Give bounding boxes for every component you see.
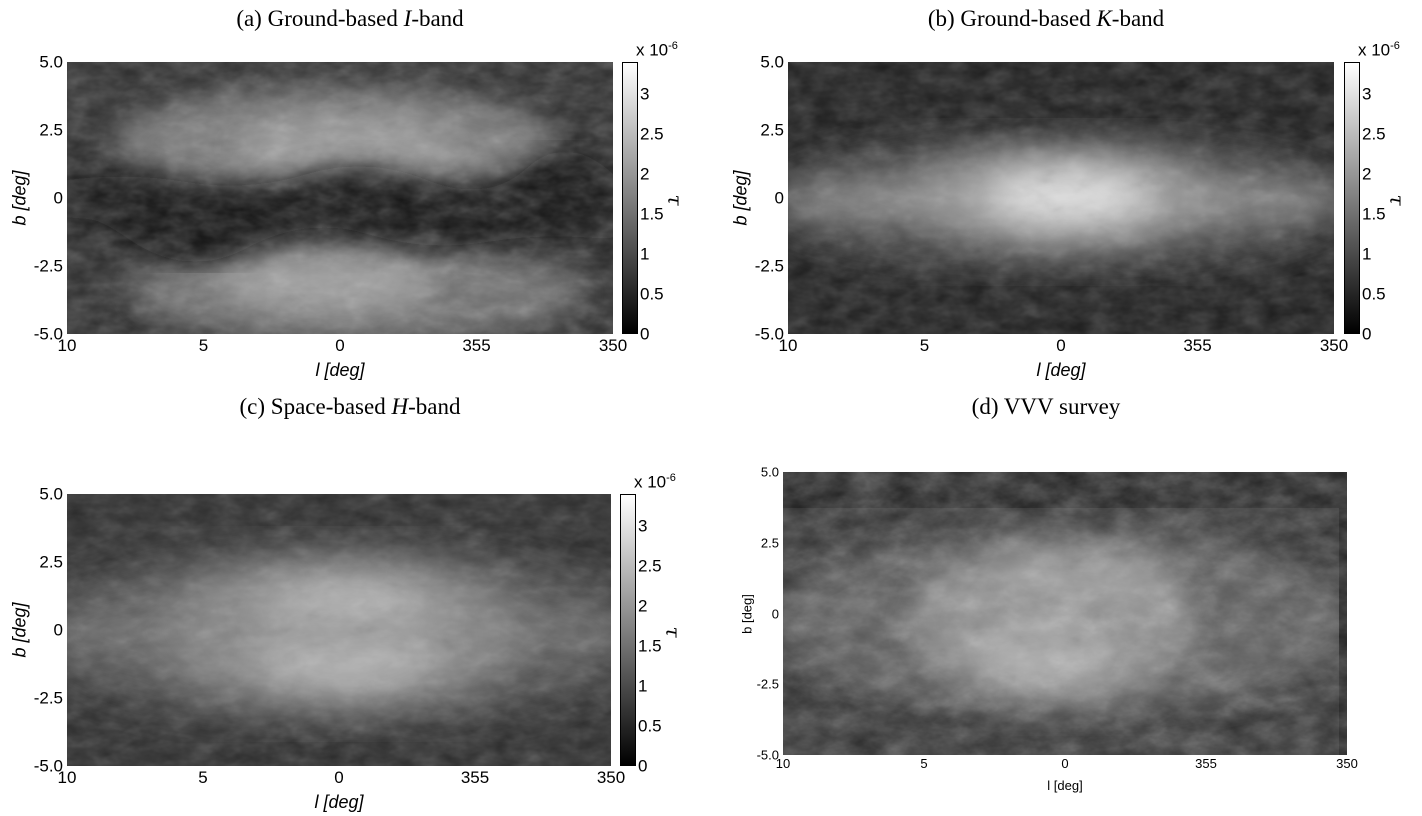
colorbar-tick-label: 0.5 bbox=[640, 284, 664, 304]
x-tick-label: 0 bbox=[1061, 756, 1069, 771]
y-tick-label: 2.5 bbox=[39, 552, 63, 572]
x-axis-label: l [deg] bbox=[1036, 360, 1086, 380]
colorbar-tick-label: 1 bbox=[638, 676, 648, 696]
y-axis-label: b [deg] bbox=[730, 170, 751, 226]
y-tick-label: 2.5 bbox=[760, 120, 784, 140]
x-tick-label: 10 bbox=[778, 336, 798, 355]
x-tick-label: 0 bbox=[335, 336, 345, 355]
y-tick-label: 0 bbox=[771, 606, 779, 621]
colorbar-tick-label: 3 bbox=[638, 516, 648, 536]
x-tick-label: 10 bbox=[775, 756, 791, 771]
y-tick-label: 5.0 bbox=[39, 484, 63, 504]
colorbar-tick-label: 0 bbox=[638, 756, 648, 776]
x-tick-label: 0 bbox=[334, 768, 344, 787]
x-tick-label: 5 bbox=[198, 768, 208, 787]
colorbar-multiplier: x 10-6 bbox=[634, 472, 676, 492]
y-tick-label: -2.5 bbox=[756, 676, 779, 692]
x-tick-label: 350 bbox=[1319, 336, 1349, 355]
y-tick-label: -2.5 bbox=[754, 256, 784, 276]
heatmap-plot bbox=[67, 494, 611, 766]
panel-a: (a) Ground-based I-band 10 5 0 355 350 5.0 2.5… bbox=[0, 0, 711, 400]
x-axis-label: l [deg] bbox=[1047, 778, 1083, 793]
colorbar-label: τ bbox=[1385, 194, 1410, 206]
y-axis-label: b [deg] bbox=[9, 602, 30, 658]
y-tick-label: -5.0 bbox=[33, 324, 63, 344]
colorbar-tick-label: 2 bbox=[638, 596, 648, 616]
colorbar-tick-label: 2.5 bbox=[1362, 124, 1386, 144]
panel-c: (c) Space-based H-band 10 5 0 355 350 5.0 2.5 0… bbox=[0, 394, 711, 816]
colorbar-tick-label: 0 bbox=[640, 324, 650, 344]
heatmap-plot bbox=[67, 62, 613, 334]
colorbar-tick-label: 1.5 bbox=[638, 636, 662, 656]
heatmap-plot bbox=[788, 62, 1334, 334]
chart-title: (a) Ground-based I-band bbox=[236, 6, 464, 31]
x-tick-label: 0 bbox=[1056, 336, 1066, 355]
y-axis-label: b [deg] bbox=[9, 170, 30, 226]
chart-title: (c) Space-based H-band bbox=[239, 394, 461, 419]
y-tick-label: -5.0 bbox=[756, 747, 779, 763]
x-axis-label: l [deg] bbox=[315, 360, 365, 380]
x-tick-label: 5 bbox=[919, 336, 930, 355]
x-tick-label: 5 bbox=[920, 756, 928, 771]
panel-b: (b) Ground-based K-band 10 5 0 355 350 5.0 2.5… bbox=[711, 0, 1422, 400]
colorbar-multiplier: x 10-6 bbox=[636, 40, 678, 60]
x-tick-label: 355 bbox=[1183, 336, 1212, 355]
y-tick-label: -2.5 bbox=[33, 688, 63, 708]
colorbar-tick-label: 3 bbox=[640, 84, 650, 104]
y-tick-label: -5.0 bbox=[754, 324, 784, 344]
y-tick-label: -5.0 bbox=[33, 756, 63, 776]
y-tick-label: 5.0 bbox=[760, 464, 779, 480]
chart-title: (b) Ground-based K-band bbox=[927, 6, 1165, 31]
colorbar bbox=[620, 494, 636, 766]
colorbar-tick-label: 2.5 bbox=[638, 556, 662, 576]
x-tick-label: 355 bbox=[1195, 756, 1217, 771]
x-tick-label: 5 bbox=[198, 336, 209, 355]
y-tick-label: 2.5 bbox=[39, 120, 63, 140]
colorbar-tick-label: 1 bbox=[640, 244, 650, 264]
x-tick-label: 355 bbox=[462, 336, 491, 355]
x-tick-label: 350 bbox=[598, 336, 628, 355]
y-tick-label: -2.5 bbox=[33, 256, 63, 276]
colorbar bbox=[1344, 62, 1360, 334]
colorbar-multiplier: x 10-6 bbox=[1358, 40, 1400, 60]
colorbar-tick-label: 0 bbox=[1362, 324, 1372, 344]
y-tick-label: 5.0 bbox=[39, 52, 63, 72]
y-axis-label: b [deg] bbox=[739, 593, 755, 634]
y-tick-label: 0 bbox=[53, 620, 63, 640]
colorbar-tick-label: 1.5 bbox=[1362, 204, 1386, 224]
x-axis-label: l [deg] bbox=[314, 792, 364, 812]
x-tick-label: 10 bbox=[57, 768, 77, 787]
y-tick-label: 0 bbox=[774, 188, 784, 208]
y-tick-label: 0 bbox=[53, 188, 63, 208]
x-tick-label: 350 bbox=[596, 768, 626, 787]
colorbar-tick-label: 2 bbox=[1362, 164, 1372, 184]
x-tick-label: 355 bbox=[460, 768, 490, 787]
colorbar-tick-label: 1.5 bbox=[640, 204, 664, 224]
colorbar-tick-label: 0.5 bbox=[1362, 284, 1386, 304]
y-tick-label: 5.0 bbox=[760, 52, 784, 72]
colorbar-tick-label: 0.5 bbox=[638, 716, 662, 736]
heatmap-plot bbox=[783, 472, 1347, 755]
panel-d: (d) VVV survey 10 5 0 355 350 5.0 2.5 0 -2.5 -5.0… bbox=[711, 394, 1422, 816]
y-tick-label: 2.5 bbox=[760, 535, 779, 551]
colorbar-tick-label: 3 bbox=[1362, 84, 1372, 104]
colorbar-tick-label: 1 bbox=[1362, 244, 1372, 264]
colorbar-tick-label: 2.5 bbox=[640, 124, 664, 144]
colorbar bbox=[622, 62, 638, 334]
colorbar-tick-label: 2 bbox=[640, 164, 650, 184]
x-tick-label: 350 bbox=[1336, 756, 1358, 771]
x-tick-label: 10 bbox=[57, 336, 77, 355]
colorbar-label: τ bbox=[661, 626, 686, 638]
colorbar-label: τ bbox=[663, 194, 688, 206]
chart-title: (d) VVV survey bbox=[971, 394, 1121, 419]
